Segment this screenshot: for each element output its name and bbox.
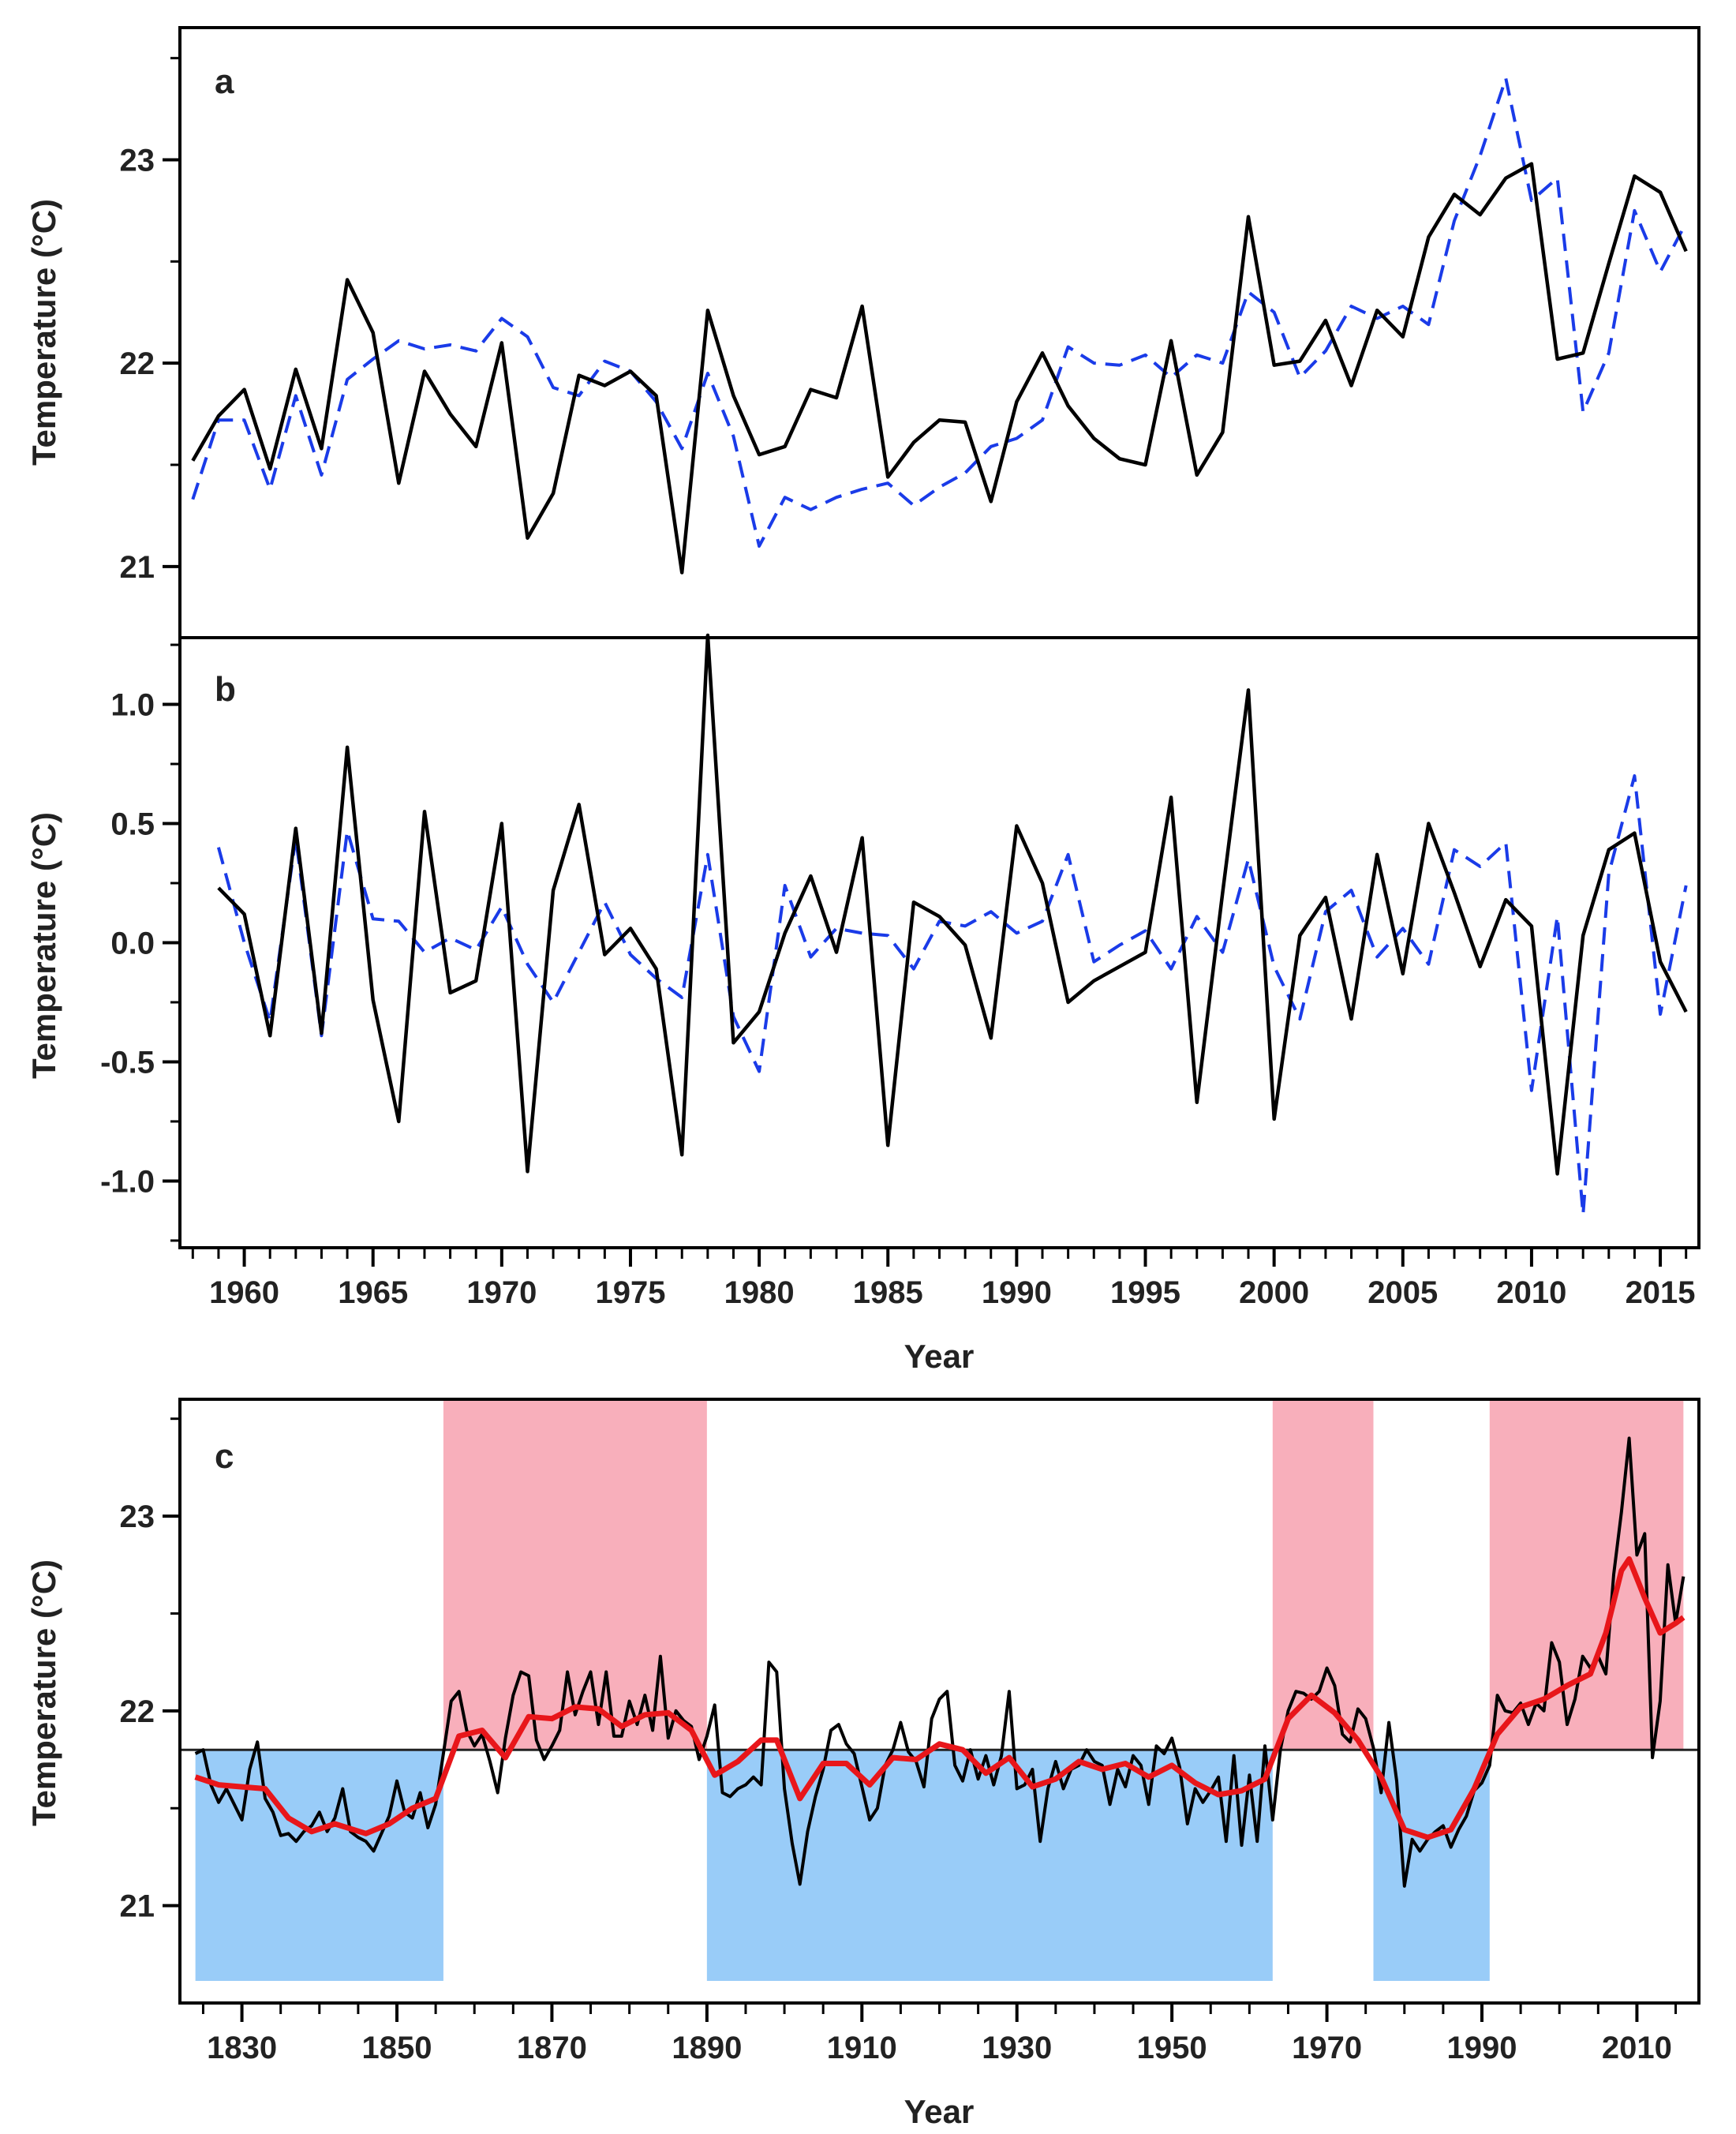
panel-b-xtick-label: 1995 — [1110, 1275, 1180, 1310]
panel-c-xtick-label: 1950 — [1137, 2031, 1207, 2065]
panel-b-observed-line — [217, 633, 1688, 1176]
panel-b-xtick-label: 1990 — [982, 1275, 1052, 1310]
panel-b-xtick-label: 1980 — [724, 1275, 795, 1310]
panel-b-reconstructed-line — [216, 774, 1688, 1216]
panel-c-xtick-label: 1970 — [1292, 2031, 1362, 2065]
panel-b-xtick-label: 2005 — [1367, 1275, 1438, 1310]
panel-c: 21 22 23 1830 1850 1870 1890 1910 1930 1950 1970 19… — [25, 1398, 1700, 2130]
panel-c-xtick-label: 2010 — [1602, 2031, 1672, 2065]
panel-b: -1.0 -0.5 0.0 0.5 1.0 1960 1965 1970 1975 1980 198… — [25, 633, 1700, 1375]
panel-a-label: a — [215, 62, 234, 101]
panel-b-xtick-label: 2000 — [1239, 1275, 1309, 1310]
panel-b-xtick-label: 1970 — [466, 1275, 537, 1310]
panel-c-xtick-label: 1990 — [1447, 2031, 1517, 2065]
panel-c-ytick-label: 22 — [120, 1694, 155, 1729]
panel-c-xtick-label: 1930 — [982, 2031, 1052, 2065]
panel-b-ytick-label: -0.5 — [100, 1045, 155, 1080]
panel-c-xtick-label: 1830 — [207, 2031, 277, 2065]
panel-b-xtick-label: 1960 — [209, 1275, 279, 1310]
panel-a-ylabel: Temperature (°C) — [25, 199, 62, 466]
panel-c-xlabel: Year — [904, 2093, 975, 2130]
panel-b-ytick-label: -1.0 — [100, 1164, 155, 1199]
panel-c-xtick-label: 1910 — [827, 2031, 897, 2065]
cold-period-band — [1373, 1750, 1490, 1981]
warm-period-band — [1489, 1399, 1684, 1750]
panel-b-label: b — [215, 670, 236, 709]
panel-c-ytick-label: 23 — [120, 1499, 155, 1534]
panel-b-xtick-label: 1975 — [595, 1275, 665, 1310]
panel-a-ytick-label: 21 — [120, 550, 155, 585]
panel-b-ytick-label: 1.0 — [110, 688, 155, 723]
panel-c-xtick-label: 1850 — [362, 2031, 432, 2065]
warm-period-band — [443, 1399, 707, 1750]
panel-b-xtick-label: 2010 — [1496, 1275, 1566, 1310]
panel-b-xtick-label: 1965 — [338, 1275, 408, 1310]
panel-a-ytick-label: 23 — [120, 143, 155, 178]
panel-c-label: c — [215, 1437, 234, 1476]
panel-a-ytick-label: 22 — [120, 346, 155, 381]
panel-a-observed-line — [191, 162, 1688, 575]
panel-b-ytick-label: 0.5 — [110, 807, 155, 842]
panel-c-ylabel: Temperature (°C) — [25, 1559, 62, 1826]
panel-c-annual-line — [194, 1436, 1685, 1888]
panel-a-frame — [178, 26, 1700, 639]
panel-c-xtick-label: 1870 — [517, 2031, 587, 2065]
panel-c-smoothed-line — [194, 1556, 1685, 1840]
panel-b-xlabel: Year — [904, 1338, 975, 1375]
panel-b-xtick-label: 1985 — [853, 1275, 923, 1310]
panel-b-ytick-label: 0.0 — [110, 927, 155, 961]
panel-b-ylabel: Temperature (°C) — [25, 812, 62, 1079]
panel-b-xtick-label: 2015 — [1626, 1275, 1696, 1310]
panel-a-reconstructed-line — [191, 77, 1688, 548]
panel-c-ytick-label: 21 — [120, 1889, 155, 1924]
warm-period-band — [1272, 1399, 1374, 1750]
panel-c-xtick-label: 1890 — [672, 2031, 742, 2065]
panel-a: 21 22 23 a Temperature (°C) — [25, 26, 1700, 639]
